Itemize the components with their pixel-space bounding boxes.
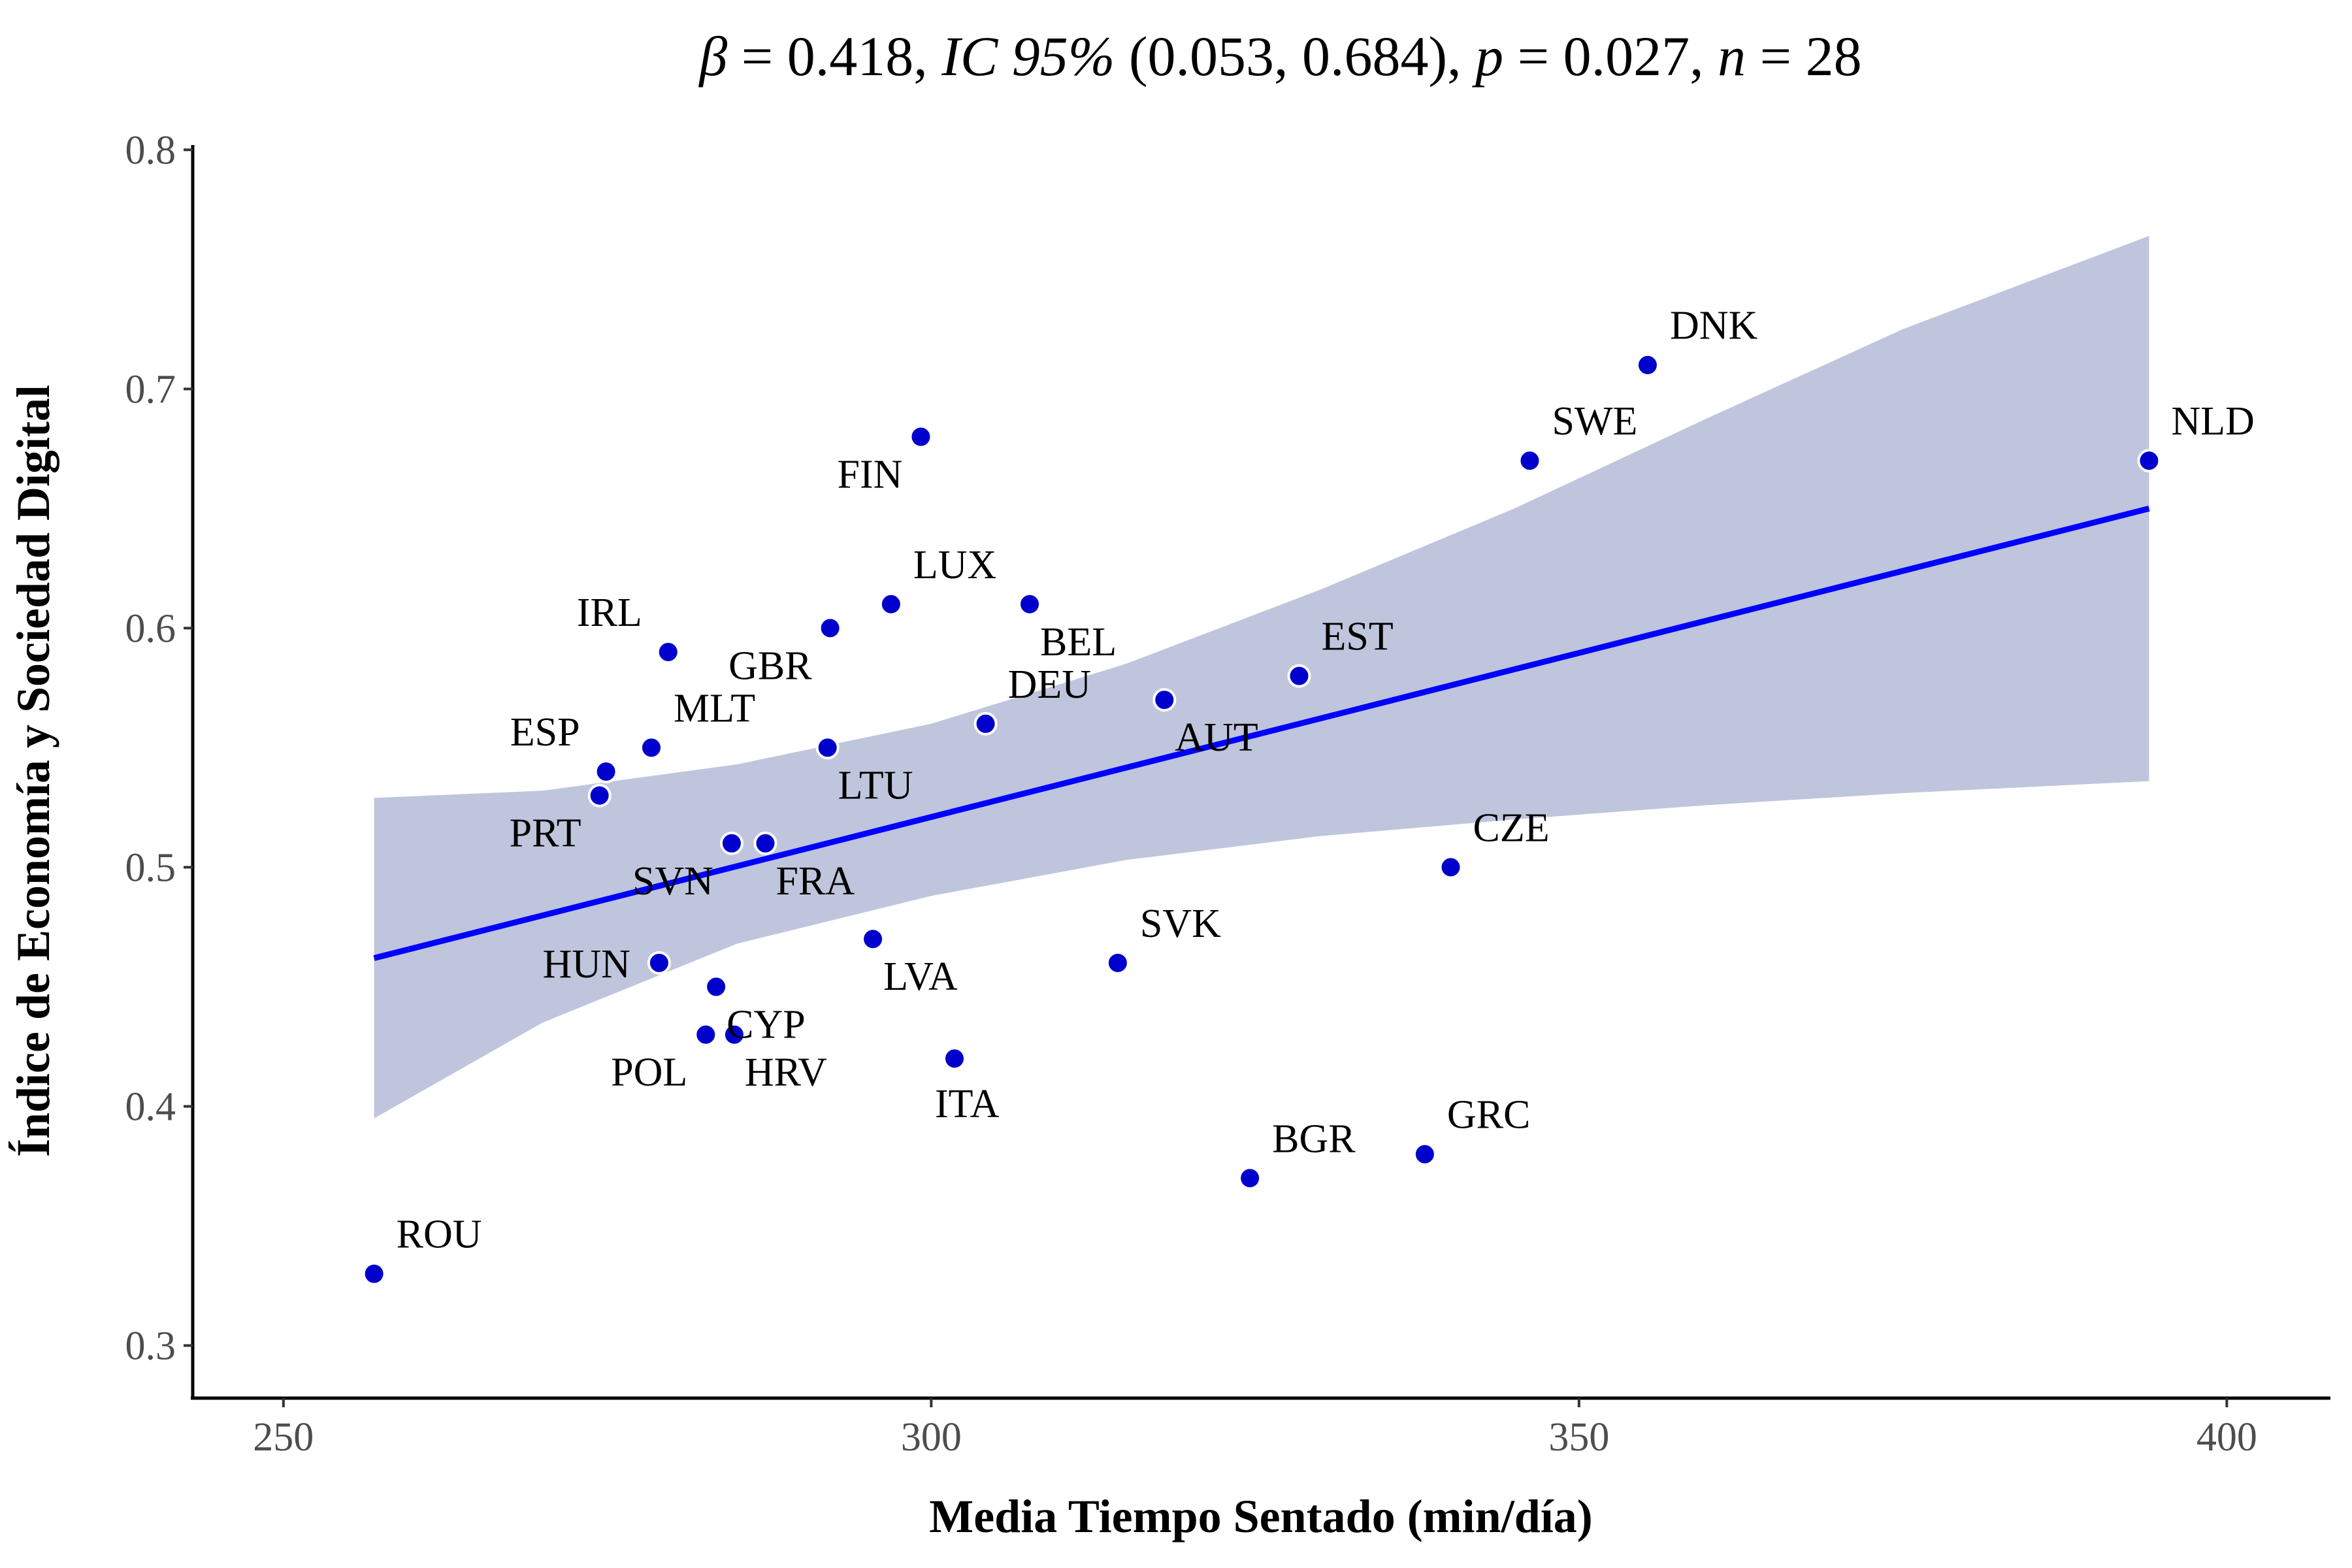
title-p: p	[1471, 25, 1503, 88]
title-beta: β	[698, 25, 727, 88]
point-label-ita: ITA	[935, 1082, 1000, 1126]
point-label-gbr: GBR	[728, 644, 812, 688]
point-label-ltu: LTU	[838, 763, 913, 808]
point-label-prt: PRT	[510, 811, 581, 856]
confidence-band-layer	[374, 236, 2149, 1119]
data-point-pol	[694, 1022, 718, 1047]
y-tick-label: 0.4	[125, 1085, 176, 1129]
x-tick-label: 400	[2197, 1415, 2257, 1460]
data-point-esp	[594, 760, 618, 783]
data-point-bel	[1018, 592, 1042, 616]
y-tick-label: 0.6	[125, 606, 176, 651]
y-axis-title: Índice de Economía y Sociedad Digital	[7, 385, 59, 1157]
regression-line-layer	[373, 506, 2150, 961]
point-label-est: EST	[1322, 615, 1394, 659]
data-point-ltu	[815, 736, 840, 760]
y-tick-label: 0.8	[125, 128, 176, 172]
point-label-rou: ROU	[397, 1213, 482, 1257]
x-axis-title: Media Tiempo Sentado (min/día)	[929, 1490, 1592, 1543]
point-label-lva: LVA	[883, 955, 958, 999]
data-point-est	[1287, 664, 1311, 688]
y-ticks: 0.3 0.4 0.5 0.6 0.7 0.8	[125, 128, 193, 1368]
point-label-bgr: BGR	[1272, 1117, 1356, 1161]
data-point-nld	[2137, 449, 2161, 473]
chart-title: β = 0.418, IC 95% (0.053, 0.684), p = 0.…	[698, 25, 1861, 88]
title-n: n	[1718, 25, 1746, 88]
point-labels-layer: ROU PRT ESP MLT HUN IRL POL CYP SVN HRV FRA LTU GBR L…	[397, 304, 2255, 1257]
data-point-lux	[879, 592, 903, 616]
regression-line	[373, 506, 2150, 961]
data-point-mlt	[639, 736, 663, 760]
data-point-cyp	[704, 975, 728, 999]
data-point-deu	[973, 711, 998, 736]
title-n-value: = 28	[1746, 25, 1862, 88]
point-label-cze: CZE	[1473, 806, 1550, 850]
point-label-hun: HUN	[543, 942, 630, 987]
data-point-gbr	[818, 616, 842, 640]
data-point-fra	[753, 831, 777, 855]
point-label-pol: POL	[611, 1051, 687, 1095]
point-label-swe: SWE	[1552, 399, 1637, 444]
data-point-grc	[1413, 1142, 1437, 1166]
x-tick-label: 300	[901, 1415, 962, 1460]
title-p-value: = 0.027,	[1503, 25, 1718, 88]
point-label-irl: IRL	[577, 591, 642, 635]
data-point-dnk	[1635, 353, 1659, 377]
point-label-cyp: CYP	[727, 1002, 806, 1047]
data-point-aut	[1152, 688, 1177, 712]
title-beta-value: = 0.418,	[727, 25, 941, 88]
data-point-fin	[909, 425, 933, 449]
data-point-hrv	[722, 1022, 746, 1047]
y-tick-label: 0.3	[125, 1324, 176, 1368]
data-point-cze	[1439, 855, 1463, 879]
x-tick-label: 250	[253, 1415, 314, 1460]
y-tick-label: 0.5	[125, 845, 176, 890]
data-point-lva	[861, 927, 885, 951]
data-point-irl	[656, 640, 680, 664]
point-label-esp: ESP	[510, 710, 580, 755]
point-label-mlt: MLT	[674, 686, 755, 730]
data-point-hun	[647, 951, 671, 975]
data-point-ita	[943, 1047, 967, 1071]
x-tick-label: 350	[1548, 1415, 1609, 1460]
point-label-bel: BEL	[1040, 620, 1117, 664]
point-label-dnk: DNK	[1670, 304, 1758, 348]
point-label-svn: SVN	[632, 859, 713, 904]
data-point-rou	[362, 1262, 386, 1286]
point-label-grc: GRC	[1447, 1093, 1530, 1137]
point-label-fin: FIN	[838, 453, 903, 497]
y-tick-label: 0.7	[125, 367, 176, 412]
data-point-svk	[1105, 951, 1130, 975]
point-label-lux: LUX	[913, 543, 996, 587]
point-label-deu: DEU	[1008, 662, 1091, 707]
point-label-hrv: HRV	[745, 1051, 827, 1095]
point-label-svk: SVK	[1140, 902, 1221, 946]
data-point-swe	[1518, 449, 1542, 473]
confidence-band	[374, 236, 2149, 1119]
data-point-svn	[719, 831, 743, 855]
point-label-fra: FRA	[776, 859, 855, 904]
title-ci-label: IC 95%	[941, 25, 1115, 88]
point-label-aut: AUT	[1175, 715, 1258, 760]
data-point-prt	[587, 783, 612, 808]
x-ticks: 250 300 350 400	[253, 1398, 2257, 1460]
title-ci-value: (0.053, 0.684),	[1115, 25, 1475, 88]
points-layer	[362, 353, 2161, 1286]
point-label-nld: NLD	[2171, 399, 2254, 444]
data-point-bgr	[1238, 1166, 1262, 1190]
